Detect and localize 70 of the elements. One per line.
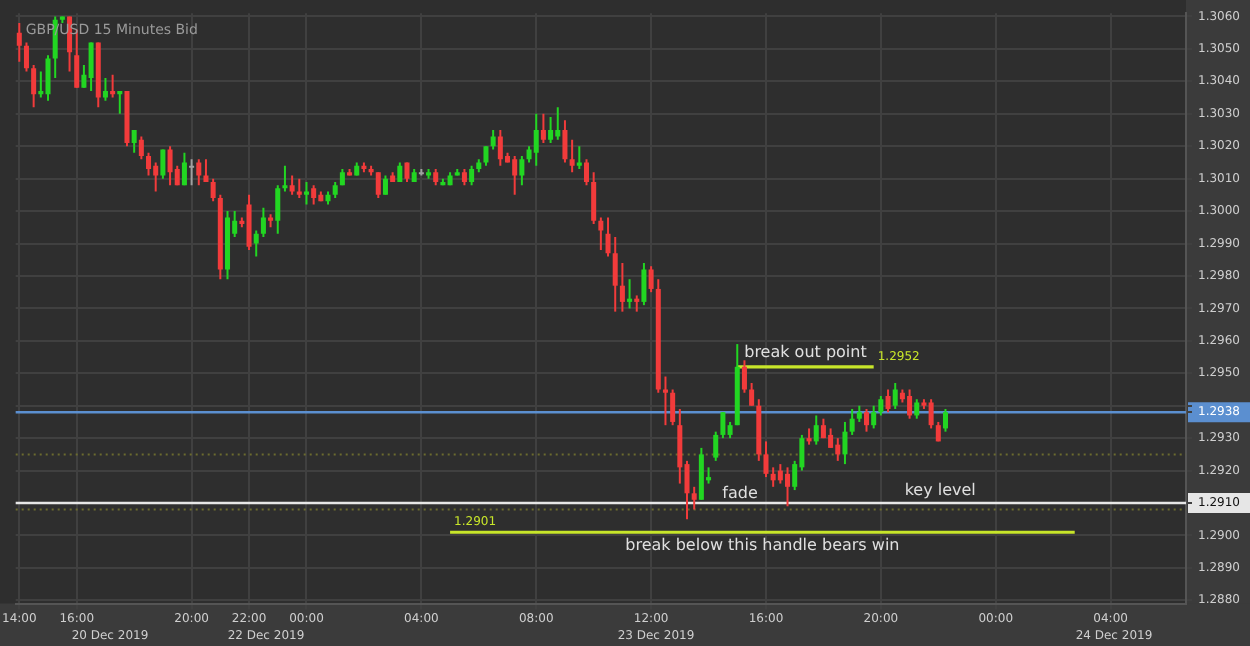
candlestick (382, 174, 388, 196)
candlestick (813, 414, 819, 446)
candlestick (275, 184, 281, 235)
candlestick (110, 73, 116, 99)
candlestick (196, 158, 202, 187)
series-label: break out point (744, 342, 867, 361)
candlestick (698, 446, 704, 501)
candlestick (519, 154, 525, 187)
candlestick (246, 193, 252, 252)
candlestick (612, 236, 618, 313)
candlestick (770, 466, 776, 488)
candlestick (569, 138, 575, 174)
candlestick (397, 161, 403, 183)
candlestick (160, 148, 166, 180)
candlestick (849, 407, 855, 436)
candlestick (117, 90, 123, 115)
candlestick (404, 161, 410, 183)
candlestick (548, 116, 554, 144)
candlestick (533, 112, 539, 167)
candlestick (627, 278, 633, 310)
candlestick (303, 180, 309, 206)
candlestick (942, 407, 948, 433)
candlestick (540, 112, 546, 144)
candlestick (138, 135, 144, 161)
candlestick (562, 119, 568, 164)
candlestick (914, 398, 920, 420)
candlestick (296, 177, 302, 200)
candlestick (512, 154, 518, 196)
candlestick (842, 420, 848, 466)
candlestick (828, 427, 834, 449)
series-label: break below this handle bears win (625, 536, 900, 555)
candlestick (885, 388, 891, 414)
candlestick (189, 158, 195, 187)
candlestick (146, 151, 152, 177)
candlestick (741, 359, 747, 394)
candlestick (469, 164, 475, 187)
candlestick (576, 145, 582, 170)
candlestick (777, 463, 783, 485)
candlestick (260, 206, 266, 239)
candlestick (928, 398, 934, 430)
candlestick (102, 77, 108, 102)
candlestick (375, 171, 381, 200)
candlestick (555, 106, 561, 141)
candlestick (670, 388, 676, 427)
candlestick (863, 407, 870, 433)
annotation: fade (722, 484, 758, 503)
candlestick (907, 388, 913, 420)
candlestick (153, 161, 159, 193)
candlestick (497, 128, 503, 167)
candlestick (641, 261, 647, 307)
candlestick (289, 174, 295, 196)
candlestick (167, 145, 173, 187)
candlestick (23, 41, 29, 73)
candlestick (835, 437, 841, 462)
candlestick (181, 151, 187, 187)
candlestick (892, 382, 898, 410)
candlestick (583, 158, 589, 187)
candlestick (871, 404, 877, 430)
candlestick (490, 128, 496, 151)
candlestick (311, 184, 317, 206)
candlestick (483, 145, 489, 167)
candlestick (88, 41, 94, 93)
ref-line-label: key level (904, 481, 976, 500)
candlestick (31, 64, 37, 109)
candlestick (203, 158, 209, 183)
candlestick (785, 466, 791, 508)
candlestick (677, 407, 683, 485)
candlestick (749, 382, 755, 407)
candlestick (619, 261, 625, 313)
candlestick (591, 171, 597, 226)
